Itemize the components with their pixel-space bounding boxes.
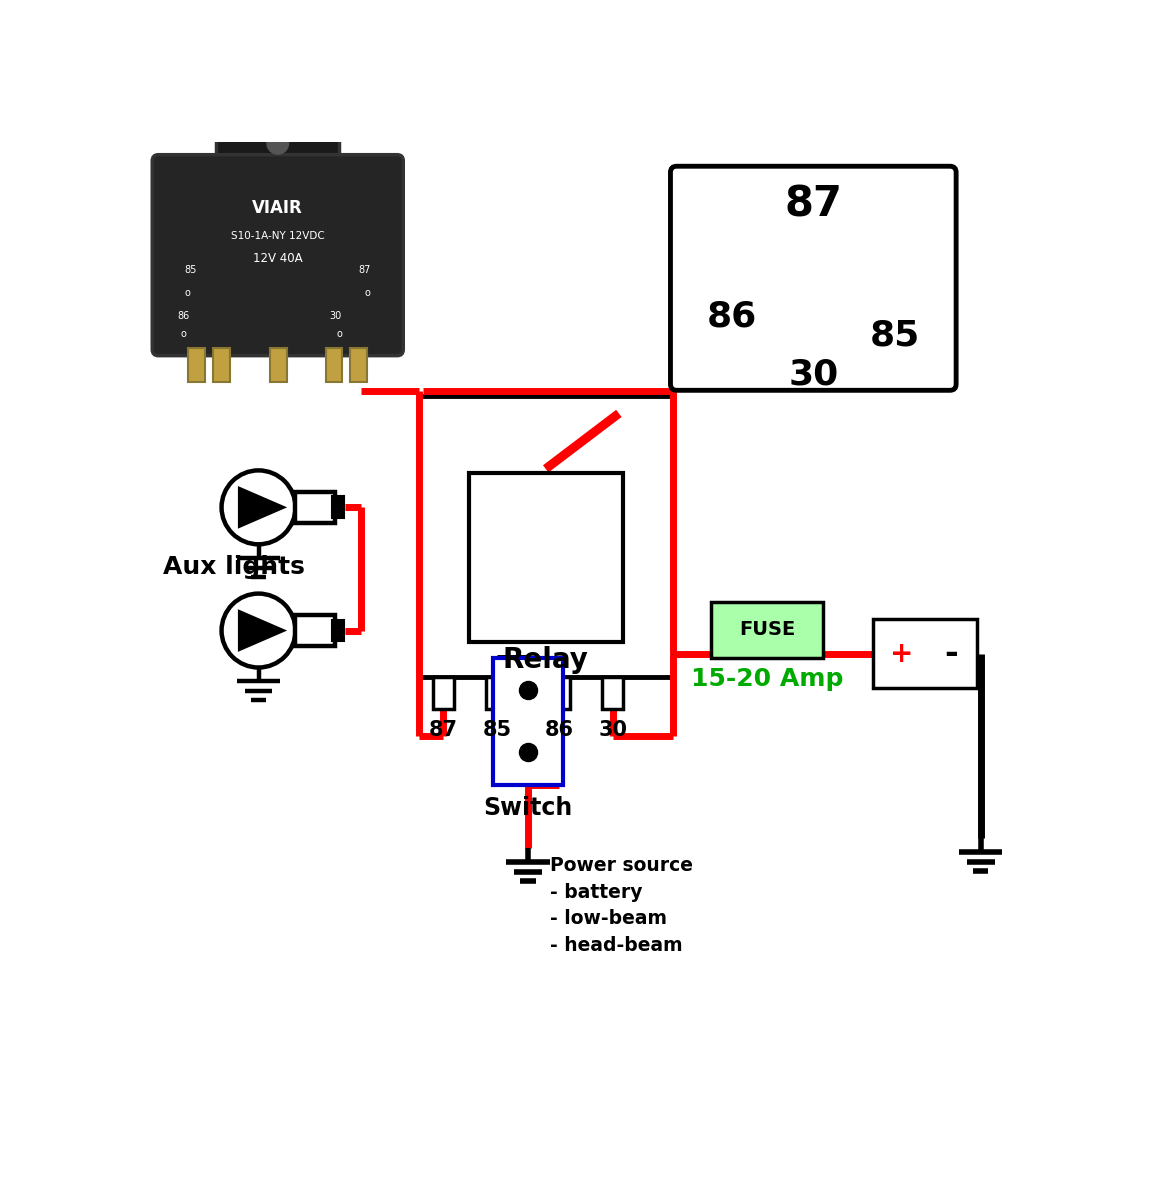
- Text: 85: 85: [869, 319, 920, 353]
- Bar: [433, 677, 454, 709]
- Circle shape: [221, 471, 296, 544]
- FancyBboxPatch shape: [670, 166, 956, 391]
- Bar: [216, 132, 339, 160]
- Bar: [331, 497, 344, 518]
- Text: Switch: Switch: [483, 796, 572, 820]
- Bar: [469, 473, 622, 642]
- Bar: [325, 348, 343, 382]
- Text: o: o: [337, 329, 343, 340]
- Text: 85: 85: [483, 720, 511, 740]
- Bar: [548, 677, 570, 709]
- Bar: [270, 348, 287, 382]
- Text: o: o: [185, 288, 191, 297]
- Text: Relay: Relay: [503, 645, 589, 674]
- Text: 86: 86: [707, 300, 757, 334]
- Text: Power source
- battery
- low-beam
- head-beam: Power source - battery - low-beam - head…: [550, 857, 693, 955]
- Bar: [873, 620, 977, 688]
- Bar: [188, 348, 206, 382]
- Text: 30: 30: [330, 310, 342, 321]
- FancyBboxPatch shape: [152, 155, 404, 355]
- Text: 86: 86: [544, 720, 573, 740]
- Text: Aux lights: Aux lights: [163, 555, 305, 578]
- Bar: [350, 348, 367, 382]
- Text: 85: 85: [185, 266, 197, 275]
- Text: VIAIR: VIAIR: [253, 199, 303, 217]
- Bar: [419, 395, 673, 677]
- Bar: [213, 348, 230, 382]
- Bar: [296, 492, 336, 523]
- Circle shape: [221, 594, 296, 668]
- Circle shape: [267, 132, 289, 155]
- Text: o: o: [180, 329, 186, 340]
- Text: 15-20 Amp: 15-20 Amp: [691, 667, 844, 690]
- Polygon shape: [240, 489, 283, 526]
- Text: 12V 40A: 12V 40A: [253, 253, 303, 266]
- Text: 87: 87: [358, 266, 371, 275]
- Polygon shape: [240, 611, 283, 650]
- Bar: [601, 677, 624, 709]
- Bar: [711, 602, 823, 657]
- Text: 87: 87: [784, 184, 842, 225]
- Text: 30: 30: [598, 720, 627, 740]
- Text: +: +: [890, 640, 914, 668]
- Bar: [487, 677, 508, 709]
- Text: 87: 87: [429, 720, 457, 740]
- Text: -: -: [944, 637, 958, 670]
- Text: S10-1A-NY 12VDC: S10-1A-NY 12VDC: [230, 231, 324, 241]
- Bar: [494, 657, 563, 785]
- Bar: [296, 615, 336, 647]
- Text: o: o: [365, 288, 371, 297]
- Text: FUSE: FUSE: [739, 621, 796, 640]
- Text: 30: 30: [789, 358, 839, 392]
- Bar: [331, 620, 344, 642]
- Text: 86: 86: [177, 310, 190, 321]
